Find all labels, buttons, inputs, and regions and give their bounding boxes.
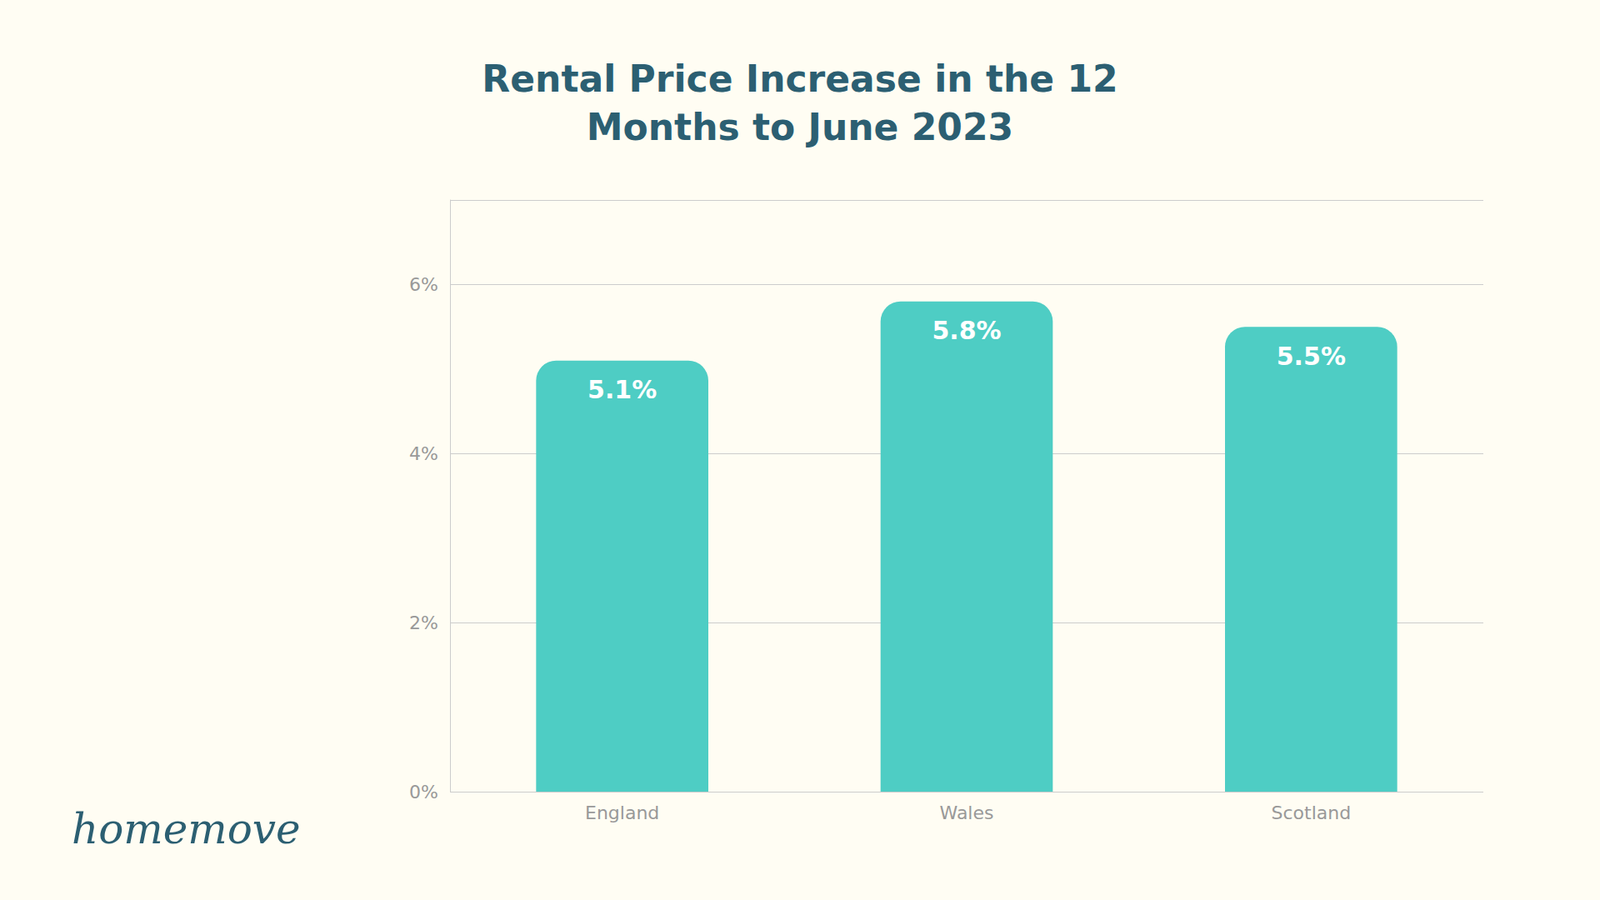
svg-text:England: England: [585, 802, 660, 824]
svg-text:5.5%: 5.5%: [1276, 341, 1346, 371]
svg-text:6%: 6%: [409, 274, 439, 295]
svg-text:Rental Price Increase in the 1: Rental Price Increase in the 12: [481, 57, 1118, 100]
svg-text:5.1%: 5.1%: [587, 375, 657, 405]
svg-text:4%: 4%: [409, 443, 439, 465]
svg-text:5.8%: 5.8%: [931, 315, 1001, 345]
svg-text:Wales: Wales: [940, 802, 995, 824]
svg-text:2%: 2%: [409, 612, 439, 634]
svg-text:Scotland: Scotland: [1271, 802, 1352, 824]
svg-text:0%: 0%: [409, 781, 439, 803]
svg-text:Months to June 2023: Months to June 2023: [586, 105, 1014, 149]
svg-text:homemove: homemove: [71, 805, 301, 854]
